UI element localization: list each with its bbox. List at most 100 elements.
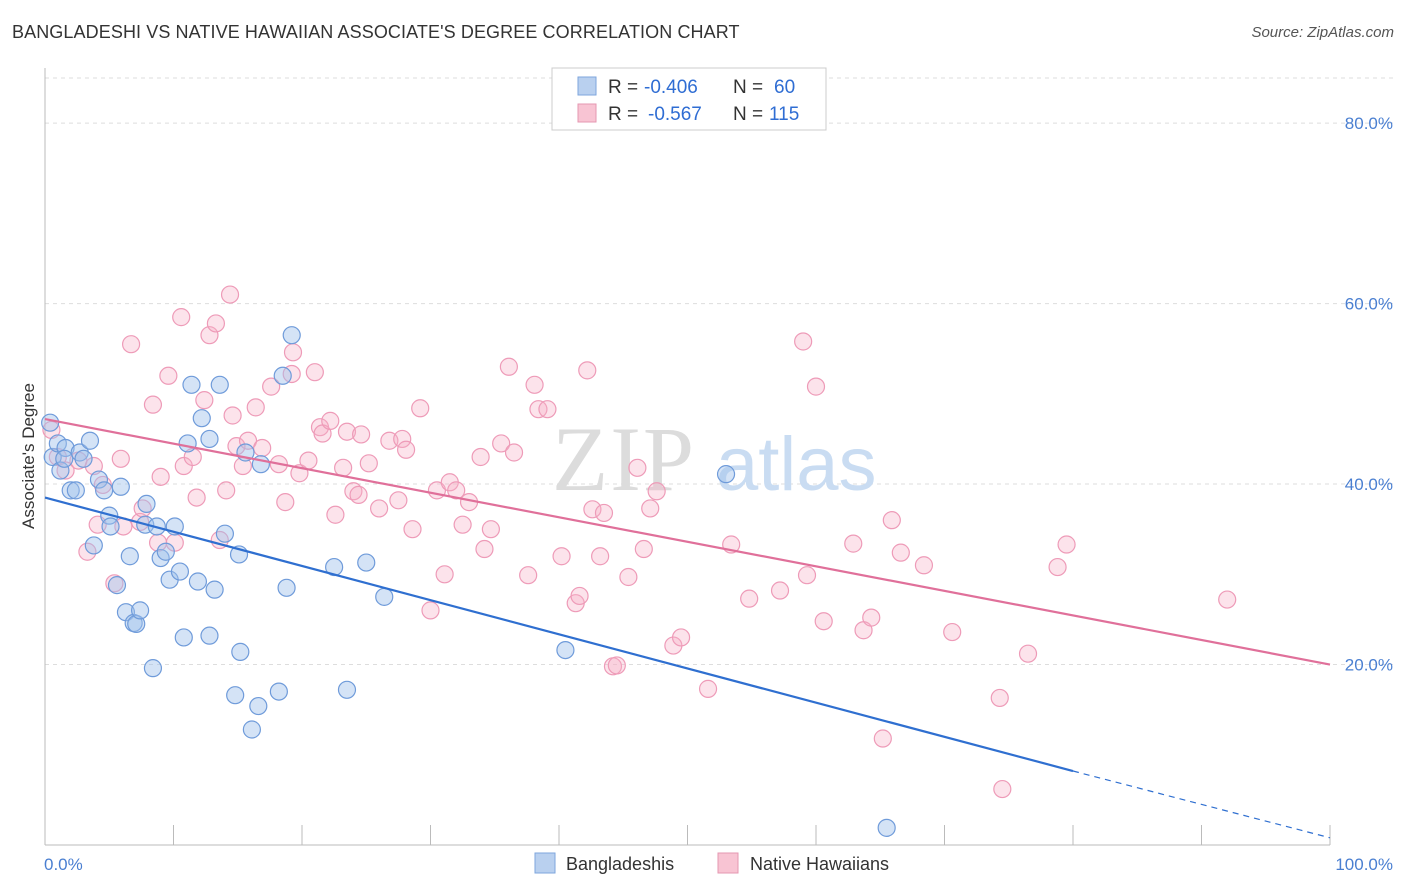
- bangladeshis-points: [41, 326, 896, 837]
- native-hawaiian-point: [337, 422, 357, 441]
- bangladeshis-trend-extension: [1072, 770, 1331, 839]
- native-hawaiian-point: [862, 608, 881, 627]
- trend-lines: [44, 418, 1331, 839]
- native-hawaiian-point: [794, 332, 813, 351]
- native-hawaiian-point: [698, 679, 718, 698]
- bangladeshi-point: [130, 601, 150, 620]
- bangladeshi-point: [226, 686, 245, 705]
- native-hawaiian-point: [359, 454, 378, 473]
- native-hawaiian-point: [1018, 644, 1038, 663]
- bangladeshi-point: [143, 659, 163, 678]
- bangladeshi-point: [375, 587, 394, 606]
- bottom-legend-label-native-hawaiians: Native Hawaiians: [750, 854, 889, 874]
- native-hawaiian-point: [591, 547, 610, 566]
- bangladeshi-point: [101, 517, 120, 536]
- chart-title: BANGLADESHI VS NATIVE HAWAIIAN ASSOCIATE…: [12, 22, 740, 42]
- native-hawaiian-point: [770, 581, 790, 600]
- native-hawaiian-point: [814, 612, 833, 631]
- bangladeshi-point: [127, 614, 146, 634]
- bangladeshis-trend-line: [44, 496, 1074, 773]
- y-tick-label-40: 40.0%: [1345, 475, 1393, 494]
- native-hawaiian-point: [223, 406, 242, 425]
- legend-r-value-1: -0.406: [644, 77, 698, 98]
- native-hawaiian-point: [447, 481, 466, 500]
- native-hawaiian-point: [187, 488, 206, 507]
- gridlines: [45, 77, 1393, 666]
- bangladeshi-point: [74, 449, 93, 468]
- native-hawaiian-point: [628, 458, 647, 477]
- native-hawaiian-point: [492, 434, 511, 453]
- native-hawaiian-point: [111, 449, 130, 468]
- native-hawaiian-point: [143, 395, 163, 414]
- bangladeshi-point: [716, 465, 736, 484]
- bangladeshi-point: [80, 431, 100, 450]
- bangladeshi-point: [556, 640, 575, 660]
- bangladeshi-point: [107, 576, 127, 595]
- native-hawaiian-point: [797, 566, 817, 585]
- bangladeshi-point: [182, 375, 201, 394]
- native-hawaiian-point: [619, 567, 638, 587]
- bangladeshi-point: [61, 481, 80, 500]
- native-hawaiians-trend-line: [44, 418, 1331, 666]
- bangladeshi-point: [89, 470, 109, 489]
- native-hawaiian-point: [990, 688, 1009, 708]
- native-hawaiian-point: [321, 411, 340, 430]
- native-hawaiian-point: [283, 343, 303, 362]
- native-hawaiian-point: [993, 779, 1012, 799]
- bottom-legend: Bangladeshis Native Hawaiians: [534, 852, 889, 874]
- native-hawaiian-point: [519, 566, 538, 585]
- bottom-legend-swatch-pink: [717, 852, 739, 874]
- bangladeshi-point: [170, 562, 190, 581]
- bangladeshi-point: [137, 494, 156, 514]
- native-hawaiian-point: [475, 539, 494, 559]
- native-hawaiian-point: [200, 326, 219, 345]
- native-hawaiian-point: [105, 574, 124, 593]
- native-hawaiian-point: [411, 399, 430, 418]
- bangladeshi-point: [55, 449, 74, 468]
- axes: [44, 68, 1331, 846]
- legend-n-value-2: 115: [769, 104, 799, 125]
- native-hawaiian-point: [421, 601, 440, 620]
- bangladeshi-point: [269, 682, 288, 701]
- native-hawaiian-point: [299, 451, 318, 470]
- native-hawaiian-point: [220, 285, 240, 304]
- native-hawaiian-point: [481, 520, 500, 539]
- bangladeshi-point: [41, 413, 60, 432]
- y-tick-label-80: 80.0%: [1345, 114, 1393, 133]
- bangladeshi-point: [357, 553, 376, 572]
- native-hawaiian-point: [583, 500, 602, 519]
- native-hawaiian-point: [578, 361, 597, 380]
- native-hawaiian-point: [634, 539, 653, 559]
- bangladeshi-point: [178, 434, 197, 453]
- native-hawaiian-point: [262, 377, 281, 396]
- legend-swatch-blue: [577, 76, 597, 96]
- bangladeshi-point: [277, 578, 296, 597]
- bangladeshi-point: [66, 481, 85, 500]
- bangladeshi-point: [188, 572, 208, 591]
- native-hawaiian-point: [671, 628, 691, 647]
- bangladeshi-point: [174, 628, 193, 647]
- bangladeshi-point: [210, 375, 229, 394]
- native-hawaiian-point: [172, 308, 191, 327]
- native-hawaiian-point: [276, 493, 295, 512]
- source-label: Source: ZipAtlas.com: [1251, 24, 1394, 41]
- native-hawaiian-point: [891, 543, 910, 562]
- native-hawaiian-point: [570, 586, 589, 606]
- bangladeshi-point: [231, 642, 250, 661]
- bangladeshi-point: [877, 818, 896, 837]
- native-hawaiian-point: [352, 425, 371, 444]
- bangladeshi-point: [337, 680, 357, 699]
- bangladeshi-point: [205, 580, 224, 599]
- native-hawaiian-point: [943, 622, 962, 642]
- native-hawaiian-point: [84, 456, 103, 476]
- native-hawaiian-point: [246, 398, 265, 417]
- bangladeshi-point: [200, 429, 219, 449]
- native-hawaiian-point: [882, 511, 901, 530]
- native-hawaiian-point: [647, 482, 666, 501]
- bangladeshi-point: [156, 542, 175, 561]
- bangladeshi-point: [249, 696, 268, 716]
- bangladeshi-point: [273, 366, 292, 385]
- native-hawaiian-point: [844, 534, 863, 553]
- native-hawaiian-point: [151, 467, 170, 486]
